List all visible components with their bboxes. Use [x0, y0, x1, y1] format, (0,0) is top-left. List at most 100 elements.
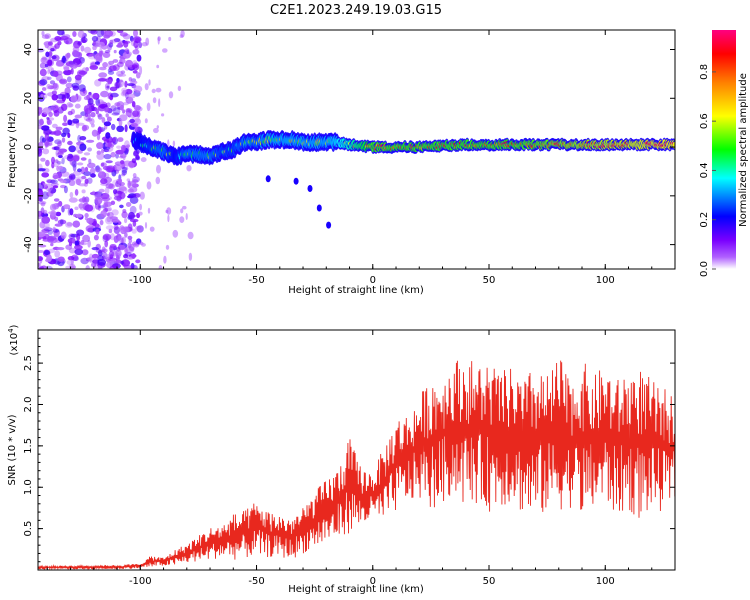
noise-blob — [133, 85, 143, 93]
noise-blob — [48, 111, 53, 118]
noise-blob — [41, 137, 47, 143]
noise-blob — [39, 79, 48, 86]
noise-blob — [127, 188, 134, 193]
noise-blob — [129, 35, 134, 42]
noise-blob — [133, 40, 139, 49]
y-tick-label: 1.5 — [23, 438, 34, 454]
noise-blob — [168, 36, 172, 42]
noise-blob — [139, 191, 145, 200]
noise-blob — [56, 161, 62, 165]
noise-blob — [45, 141, 50, 148]
colorbar: 0.0 0.2 0.4 0.6 0.8 Normalized spectral ampl… — [699, 30, 749, 277]
noise-blob — [122, 109, 126, 114]
noise-blob — [80, 242, 88, 246]
noise-blob — [111, 112, 120, 116]
noise-blob — [104, 146, 111, 150]
snr-y-multiplier-base: (x10 — [9, 333, 20, 356]
noise-blob — [114, 81, 122, 89]
noise-blob — [63, 114, 68, 123]
noise-blob — [135, 156, 141, 161]
snr-y-multiplier-exp: 4 — [7, 328, 15, 333]
noise-blob — [66, 259, 74, 266]
noise-blob — [156, 64, 160, 69]
noise-blob — [133, 105, 141, 111]
svg-text:(x104): (x104) — [7, 324, 20, 355]
noise-blob — [109, 250, 115, 258]
noise-blob — [61, 157, 65, 165]
noise-blob — [72, 220, 81, 228]
noise-blob — [39, 118, 44, 126]
noise-blob — [91, 247, 100, 251]
noise-blob — [58, 165, 64, 170]
noise-blob — [72, 155, 80, 162]
noise-blob — [95, 249, 104, 254]
noise-blob — [128, 93, 136, 99]
noise-blob — [41, 57, 50, 60]
noise-blob — [60, 231, 67, 239]
noise-blob — [117, 42, 122, 47]
noise-blob — [104, 50, 111, 54]
x-tick-label: -100 — [129, 576, 152, 587]
noise-blob — [103, 121, 112, 127]
noise-blob — [55, 149, 60, 157]
noise-blob — [61, 31, 65, 37]
noise-blob — [95, 167, 102, 173]
noise-blob — [57, 140, 62, 147]
noise-blob — [76, 122, 85, 126]
noise-blob — [102, 233, 112, 241]
noise-blob — [39, 265, 44, 269]
noise-blob — [65, 40, 69, 45]
noise-blob — [69, 175, 73, 181]
noise-blob — [47, 41, 53, 46]
y-tick-label: 40 — [23, 43, 34, 56]
noise-blob — [97, 78, 107, 82]
noise-blob — [117, 137, 124, 142]
noise-blob — [41, 172, 50, 178]
noise-blob — [78, 70, 88, 75]
noise-blob — [99, 219, 104, 226]
noise-blob — [82, 234, 91, 243]
x-tick-label: -50 — [248, 275, 264, 286]
y-tick-label: 2.0 — [23, 397, 34, 413]
noise-blob — [100, 210, 107, 218]
noise-blob — [53, 232, 58, 237]
noise-blob — [56, 203, 60, 208]
noise-blob — [101, 162, 105, 167]
noise-blob — [149, 226, 155, 232]
noise-blob — [172, 229, 179, 238]
noise-blob — [46, 116, 50, 120]
noise-blob — [40, 202, 46, 207]
noise-blob — [119, 191, 126, 200]
noise-blob — [71, 160, 77, 168]
noise-blob — [38, 250, 45, 253]
noise-blob — [87, 147, 92, 152]
noise-blob — [135, 106, 143, 112]
noise-blob — [180, 208, 184, 214]
noise-blob — [41, 55, 47, 62]
noise-blob — [105, 113, 109, 118]
noise-blob — [182, 205, 187, 210]
noise-blob — [132, 70, 138, 74]
noise-blob — [110, 92, 119, 98]
noise-blob — [124, 48, 130, 54]
noise-blob — [157, 36, 160, 45]
noise-blob — [74, 103, 81, 109]
noise-blob — [162, 48, 168, 53]
noise-blob — [106, 206, 113, 212]
noise-blob — [52, 226, 56, 232]
noise-blob — [188, 252, 193, 261]
noise-blob — [74, 176, 83, 183]
colorbar-tick-label: 0.6 — [699, 113, 710, 129]
noise-blob — [135, 225, 142, 231]
noise-blob — [111, 218, 120, 223]
noise-blob — [38, 266, 45, 269]
noise-blob — [63, 204, 71, 210]
noise-blob — [180, 30, 185, 38]
noise-blob — [139, 241, 144, 246]
noise-blob — [81, 175, 87, 180]
noise-blob — [111, 169, 117, 177]
noise-blob — [50, 47, 55, 52]
noise-blob — [105, 165, 114, 173]
noise-blob — [47, 59, 53, 66]
